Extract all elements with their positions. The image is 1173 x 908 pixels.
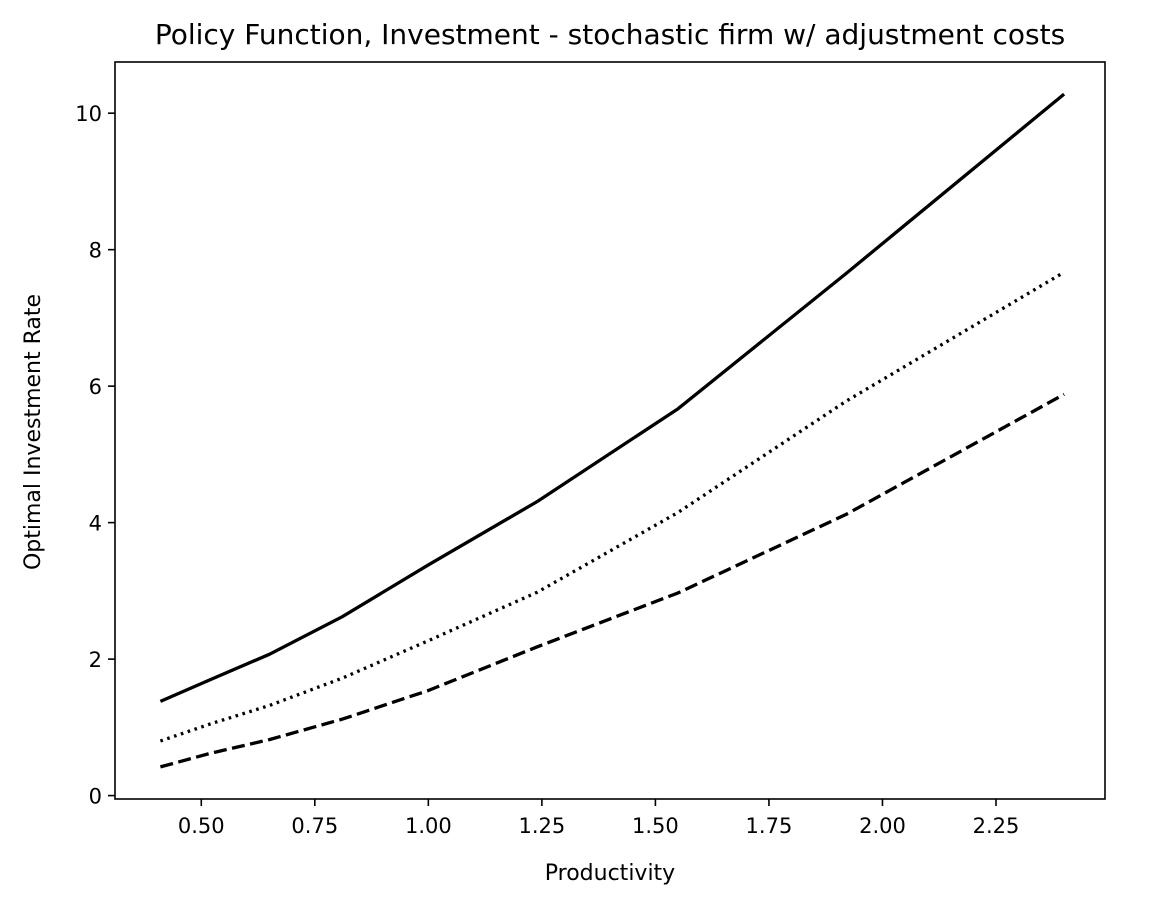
- x-tick-label: 2.00: [859, 814, 906, 838]
- x-tick-label: 0.50: [178, 814, 225, 838]
- y-ticks: 0 2 4 6 8 10: [75, 102, 115, 809]
- y-axis-label: Optimal Investment Rate: [21, 294, 46, 570]
- x-ticks: 0.50 0.75 1.00 1.25 1.50 1.75 2.00 2.25: [178, 799, 1019, 838]
- plot-frame: [114, 61, 1106, 800]
- series-layer: [159, 92, 1066, 769]
- y-tick-label: 2: [89, 648, 102, 672]
- y-tick-label: 0: [89, 785, 102, 809]
- x-tick-label: 1.75: [746, 814, 793, 838]
- y-tick-label: 10: [75, 102, 102, 126]
- series-line-3-dashed: [159, 392, 1065, 769]
- x-tick-label: 1.25: [518, 814, 565, 838]
- series-line-2-dotted: [159, 270, 1065, 743]
- y-tick-label: 8: [89, 239, 102, 263]
- x-tick-label: 1.00: [405, 814, 452, 838]
- x-axis-label: Productivity: [545, 861, 675, 886]
- x-tick-label: 2.25: [973, 814, 1020, 838]
- series-line-1-solid: [159, 92, 1066, 703]
- x-tick-label: 1.50: [632, 814, 679, 838]
- y-tick-label: 6: [89, 375, 102, 399]
- x-tick-label: 0.75: [291, 814, 338, 838]
- y-tick-label: 4: [89, 512, 102, 536]
- chart-title: Policy Function, Investment - stochastic…: [155, 18, 1065, 51]
